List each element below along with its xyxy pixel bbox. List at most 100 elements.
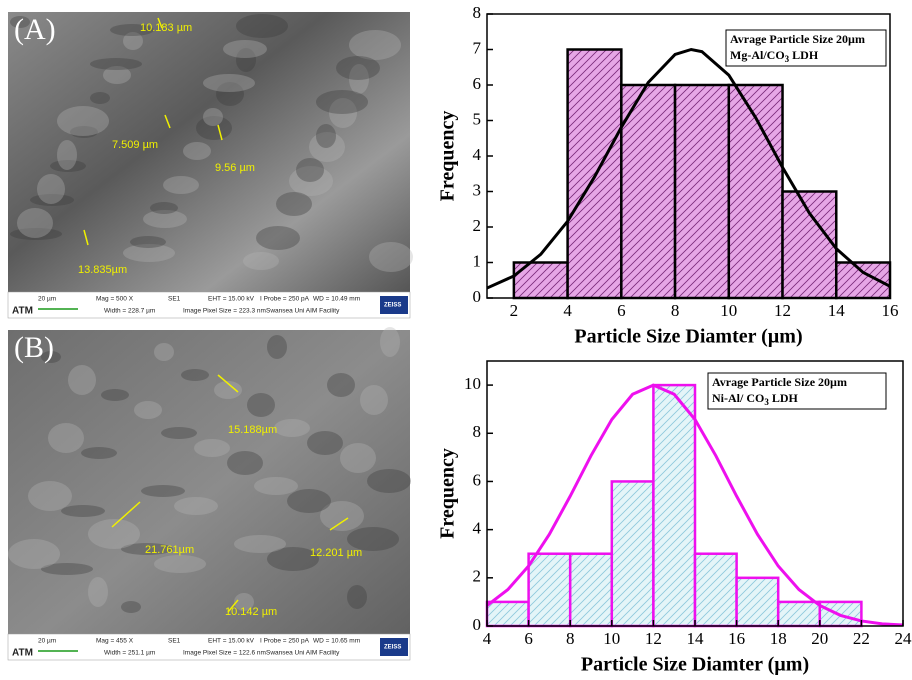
measurement-label: 10.183 µm	[140, 22, 192, 34]
bar	[620, 83, 677, 300]
sem-texture	[287, 489, 331, 513]
sem-image	[8, 330, 410, 660]
bar	[652, 383, 697, 628]
sem-texture	[88, 577, 108, 607]
sem-texture	[236, 14, 288, 38]
measure-line	[83, 229, 89, 246]
sem-texture	[274, 419, 310, 437]
sem-texture	[90, 92, 110, 104]
info-text: Width = 251.1 µm	[104, 650, 155, 657]
sem-texture	[243, 252, 279, 270]
y-tick-label: 6	[473, 74, 482, 93]
x-tick-label: 18	[770, 629, 787, 648]
sem-texture	[143, 210, 187, 228]
sem-texture	[154, 555, 206, 573]
annotation-formula: Ni-Al/ CO3 LDH	[712, 391, 799, 407]
sem-texture	[10, 16, 30, 28]
sem-texture	[154, 343, 174, 361]
sem-texture	[247, 393, 275, 417]
sem-texture	[123, 32, 143, 50]
bar	[776, 600, 822, 628]
measurement-label: 9.56 µm	[215, 162, 255, 174]
formula-tail: LDH	[789, 48, 819, 62]
info-text: I Probe = 250 pA	[260, 296, 310, 303]
sem-texture	[214, 381, 242, 399]
sem-texture	[320, 501, 364, 531]
sem-texture	[123, 244, 175, 262]
x-tick-label: 12	[774, 301, 791, 320]
sem-texture	[380, 327, 400, 357]
sem-texture	[336, 56, 380, 80]
formula-tail: LDH	[769, 391, 799, 405]
annotation-formula: Mg-Al/CO3 LDH	[730, 48, 819, 64]
y-tick-label: 0	[473, 615, 482, 634]
sem-texture	[276, 192, 312, 216]
x-axis-label: Particle Size Diamter (µm)	[574, 326, 802, 348]
sem-texture	[50, 160, 86, 172]
sem-texture	[48, 423, 84, 453]
y-tick-label: 0	[473, 287, 482, 306]
sem-texture	[101, 389, 129, 401]
sem-texture	[194, 439, 230, 457]
sem-texture	[57, 106, 109, 136]
sem-texture	[349, 30, 401, 60]
fit-curve	[486, 47, 891, 290]
y-tick-label: 5	[473, 109, 482, 128]
zeiss-box	[380, 638, 408, 656]
sem-texture	[41, 351, 61, 363]
x-tick-label: 6	[617, 301, 626, 320]
formula-text: Mg-Al/CO	[730, 48, 785, 62]
sem-texture	[41, 563, 93, 575]
sem-texture	[121, 543, 173, 555]
formula-sub: 3	[785, 54, 790, 64]
sem-texture	[203, 108, 223, 126]
sem-texture	[267, 547, 319, 571]
info-text: I Probe = 250 pA	[260, 638, 310, 645]
panel-label: (B)	[14, 331, 54, 364]
sem-texture	[103, 66, 131, 84]
info-text: Mag = 455 X	[96, 638, 134, 645]
y-tick-label: 6	[473, 470, 482, 489]
sem-image	[8, 12, 410, 318]
x-axis-label: Particle Size Diamter (µm)	[581, 654, 809, 676]
sem-texture	[10, 228, 62, 240]
y-tick-label: 8	[473, 422, 482, 441]
info-text: 20 µm	[38, 638, 56, 645]
sem-texture	[360, 385, 388, 415]
x-tick-label: 8	[671, 301, 680, 320]
measurement-label: 21.761µm	[145, 544, 194, 556]
measurement-label: 7.509 µm	[112, 139, 158, 151]
y-tick-label: 10	[464, 374, 481, 393]
y-tick-label: 8	[473, 3, 482, 22]
sem-texture	[347, 585, 367, 609]
info-text: ZEISS	[384, 645, 401, 651]
sem-texture	[349, 64, 369, 94]
measure-line	[227, 599, 239, 613]
panel-label: (A)	[14, 13, 56, 46]
sem-texture	[367, 469, 411, 493]
sem-texture	[309, 132, 345, 162]
sem-texture	[8, 539, 60, 569]
formula-sub: 3	[764, 397, 769, 407]
bar	[781, 190, 838, 300]
sem-texture	[307, 431, 343, 455]
info-text: Mag = 500 X	[96, 296, 134, 303]
sem-texture	[329, 98, 357, 128]
measure-line	[217, 374, 239, 393]
measure-line	[111, 501, 141, 528]
y-tick-label: 1	[473, 251, 482, 270]
x-tick-label: 14	[687, 629, 705, 648]
y-tick-label: 3	[473, 180, 482, 199]
fit-curve	[486, 383, 904, 627]
y-axis-label: Frequency	[437, 111, 459, 202]
sem-texture	[256, 226, 300, 250]
sem-texture	[61, 505, 105, 517]
sem-texture	[141, 485, 185, 497]
y-tick-label: 4	[473, 145, 482, 164]
x-tick-label: 8	[566, 629, 575, 648]
measurement-label: 13.835µm	[78, 264, 127, 276]
sem-texture	[17, 208, 53, 238]
info-text: Image Pixel Size = 223.3 nm	[183, 308, 266, 315]
x-tick-label: 4	[563, 301, 572, 320]
info-text: SE1	[168, 638, 181, 645]
